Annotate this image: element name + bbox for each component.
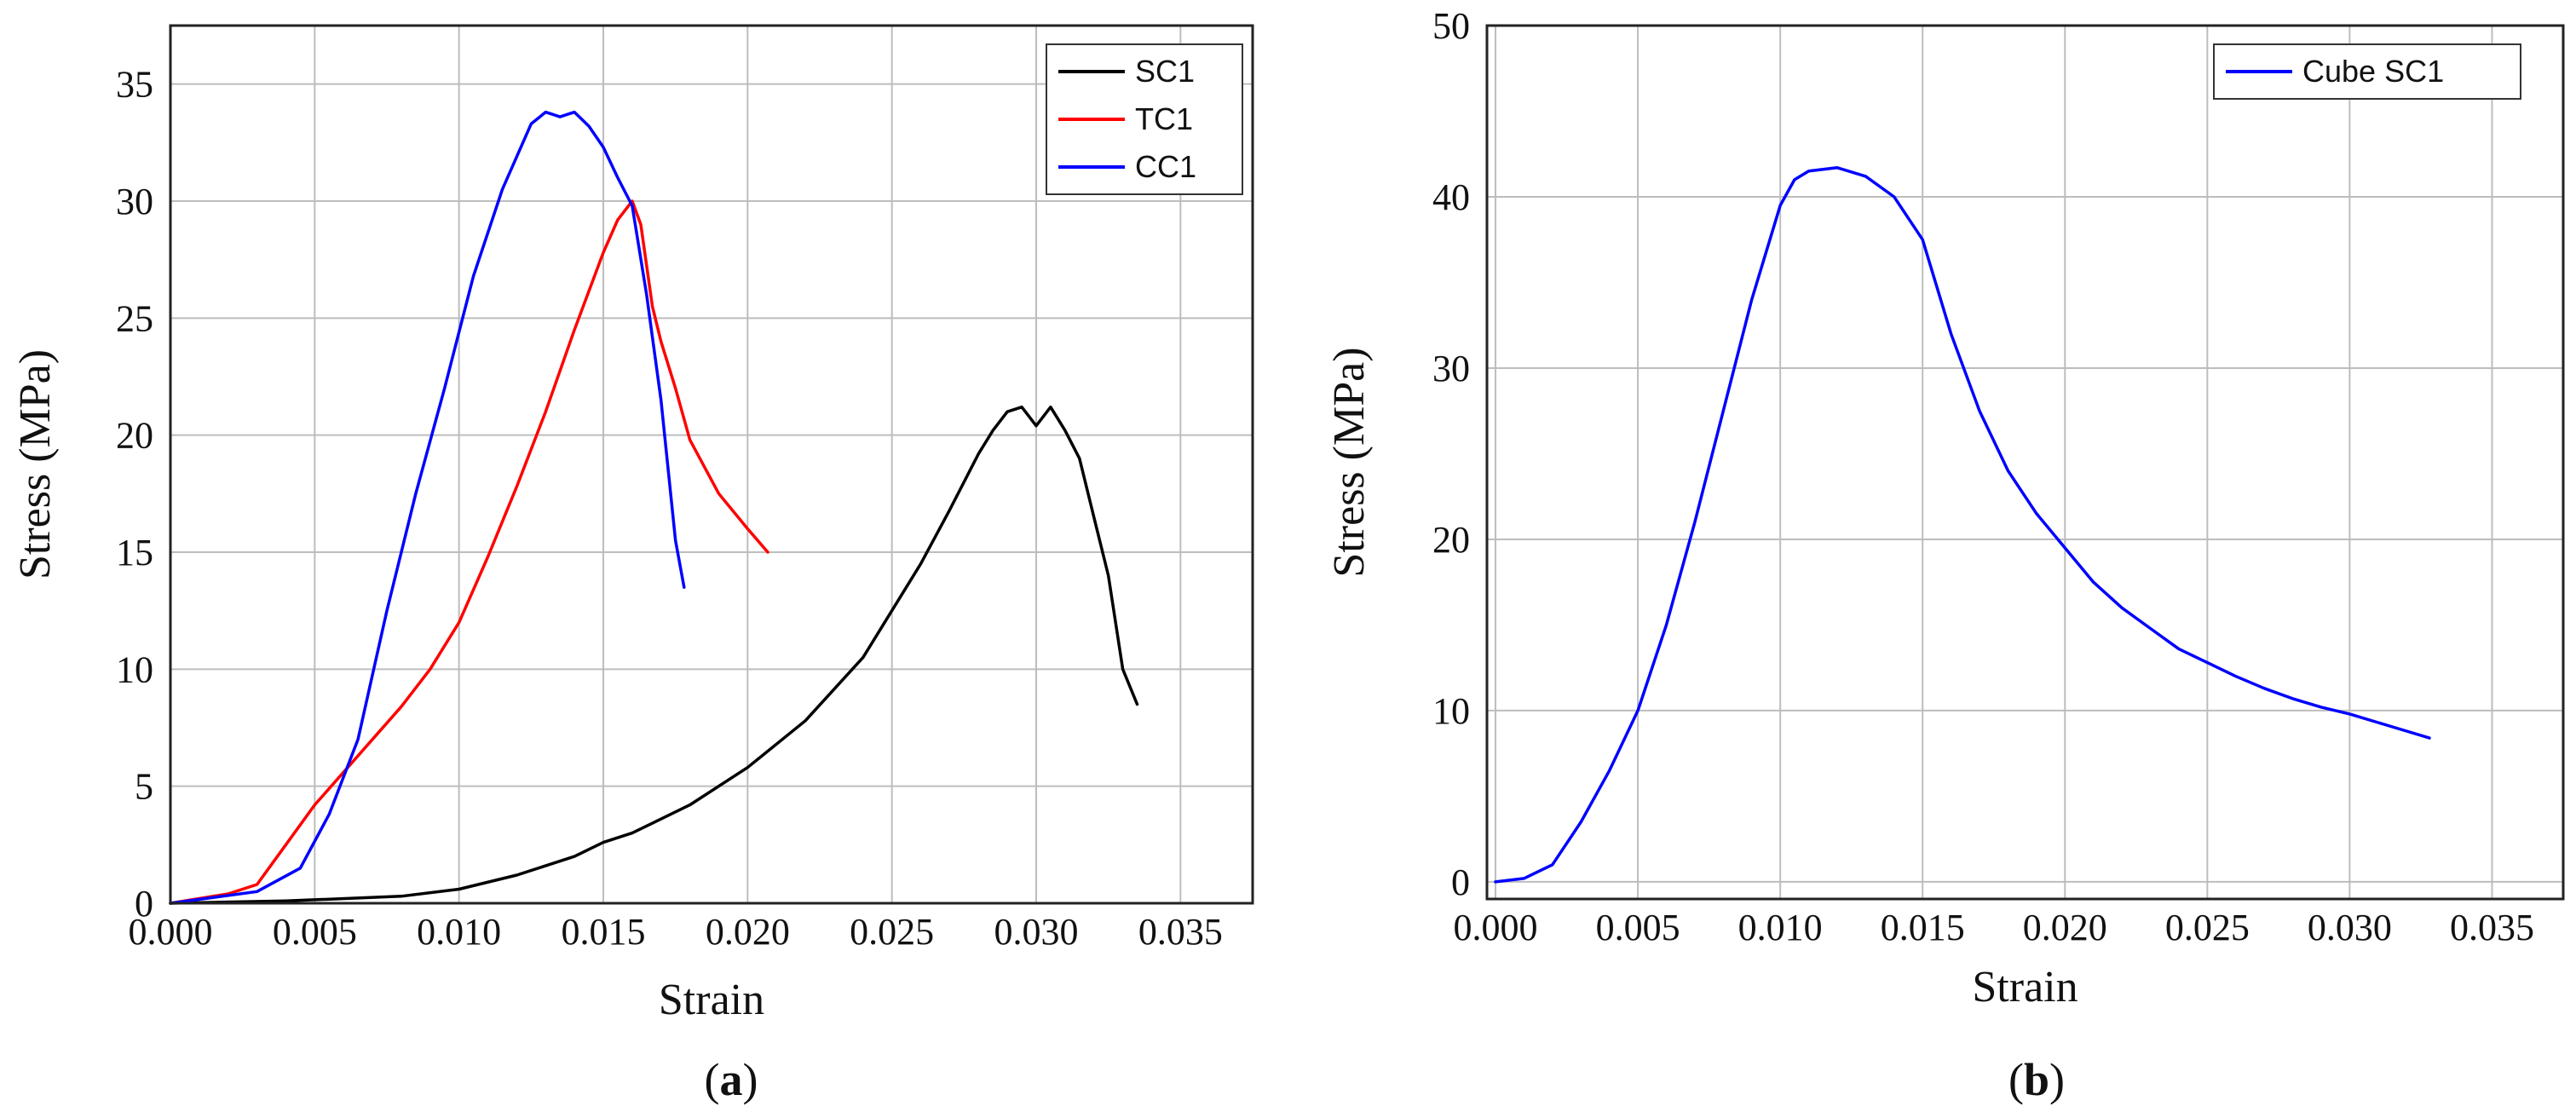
panel-a-x-tick-label: 0.035: [1138, 911, 1223, 953]
panel-b-x-tick-label: 0.000: [1454, 907, 1538, 948]
panel-a-x-tick-label: 0.015: [562, 911, 646, 953]
panel-b-label: (b): [2008, 1054, 2065, 1105]
panel-a-legend-entry: CC1: [1135, 149, 1196, 184]
panel-b-y-axis-label: Stress (MPa): [1325, 347, 1374, 577]
panel-a-x-tick-label: 0.030: [994, 911, 1079, 953]
panel-a-grid: [170, 26, 1253, 904]
panel-a-y-tick-label: 25: [116, 297, 153, 339]
panel-b-x-axis-label: Strain: [1972, 963, 2078, 1011]
panel-a-y-tick-label: 20: [116, 415, 153, 457]
panel-a-x-tick-label: 0.020: [706, 911, 790, 953]
panel-b-x-tick-label: 0.010: [1738, 907, 1823, 948]
panel-b-x-ticks: 0.000 0.005 0.010 0.015 0.020 0.025 0.030 0.035: [1454, 907, 2534, 948]
panel-b-series-line-cube-sc1: [1494, 166, 2431, 884]
panel-a-y-tick-label: 35: [116, 64, 153, 106]
panel-b-chart: 0.000 0.005 0.010 0.015 0.020 0.025 0.030 0.035…: [1325, 5, 2565, 1105]
panel-a-series-line-sc1: [169, 405, 1139, 905]
panel-b-y-tick-label: 0: [1451, 861, 1470, 903]
panel-a-legend: SC1 TC1 CC1: [1046, 43, 1243, 195]
panel-b-y-ticks: 0 10 20 30 40 50: [1432, 5, 1470, 903]
panel-a-x-ticks: 0.000 0.005 0.010 0.015 0.020 0.025 0.030 0.035: [129, 911, 1223, 953]
panel-b-y-tick-label: 50: [1432, 5, 1470, 47]
panel-b-label-letter: b: [2024, 1054, 2049, 1105]
panel-b-y-tick-label: 30: [1432, 348, 1470, 389]
panel-b-series: [1494, 166, 2431, 884]
panel-a-x-tick-label: 0.005: [273, 911, 357, 953]
panel-b-grid: [1487, 25, 2563, 899]
panel-a-label: (a): [705, 1054, 758, 1105]
panel-b-x-tick-label: 0.005: [1596, 907, 1680, 948]
panel-b-legend: Cube SC1: [2213, 43, 2521, 100]
panel-b-y-tick-label: 40: [1432, 176, 1470, 218]
panel-b-y-tick-label: 20: [1432, 519, 1470, 561]
panel-a-legend-entry: TC1: [1135, 101, 1193, 136]
panel-a-y-tick-label: 10: [116, 648, 153, 690]
panel-b-x-tick-label: 0.030: [2308, 907, 2392, 948]
panel-a-series: [169, 110, 1139, 905]
panel-a-y-ticks: 0 5 10 15 20 25 30 35: [116, 64, 153, 925]
panel-a-y-tick-label: 15: [116, 532, 153, 573]
panel-a-x-tick-label: 0.000: [129, 911, 213, 953]
panel-a-y-tick-label: 0: [135, 883, 153, 925]
panel-a-y-axis-label: Stress (MPa): [11, 349, 60, 579]
panel-a-series-line-tc1: [169, 199, 769, 905]
panel-b-x-tick-label: 0.025: [2165, 907, 2250, 948]
panel-a-label-letter: a: [720, 1054, 743, 1105]
panel-a-series-line-cc1: [169, 110, 686, 905]
panel-a-y-tick-label: 5: [135, 766, 153, 808]
panel-a-plot-frame: [169, 24, 1254, 905]
panel-b-legend-entry: Cube SC1: [2302, 54, 2444, 89]
panel-b-y-tick-label: 10: [1432, 690, 1470, 732]
panel-b-plot-frame: [1485, 24, 2565, 901]
panel-a-y-tick-label: 30: [116, 181, 153, 222]
panel-b-x-tick-label: 0.020: [2023, 907, 2107, 948]
panel-a-x-tick-label: 0.025: [850, 911, 934, 953]
panel-a-legend-entry: SC1: [1135, 54, 1195, 89]
panel-a-chart: 0.000 0.005 0.010 0.015 0.020 0.025 0.030 0.035…: [11, 24, 1254, 1105]
panel-a-x-tick-label: 0.010: [417, 911, 501, 953]
panel-a-x-axis-label: Strain: [659, 976, 764, 1024]
panel-b-x-tick-label: 0.015: [1881, 907, 1965, 948]
panel-b-x-tick-label: 0.035: [2450, 907, 2534, 948]
